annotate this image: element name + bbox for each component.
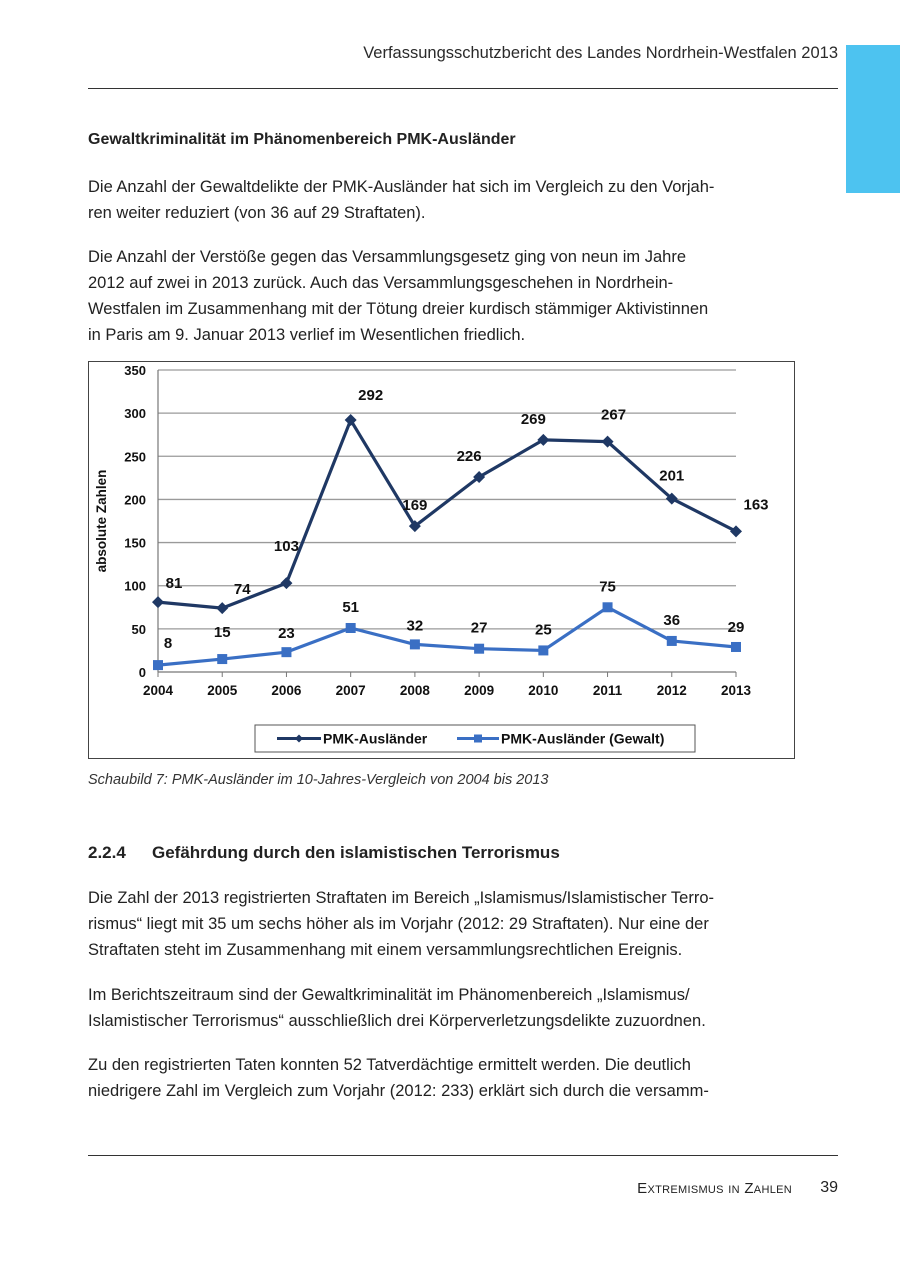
- data-label: 51: [342, 599, 359, 616]
- data-label: 27: [471, 620, 488, 637]
- data-label: 163: [743, 496, 768, 513]
- footer-rule: [88, 1155, 838, 1156]
- data-label: 32: [407, 617, 424, 634]
- text-line: Die Zahl der 2013 registrierten Straftat…: [88, 889, 714, 907]
- section-a-paragraph-2: Die Anzahl der Verstöße gegen das Versam…: [88, 244, 800, 348]
- data-label: 269: [521, 411, 546, 428]
- data-point-diamond: [537, 433, 550, 446]
- data-point-diamond: [601, 435, 614, 448]
- data-label: 169: [402, 497, 427, 514]
- data-point-square: [538, 645, 549, 656]
- section-a: Gewaltkriminalität im Phänomenbereich PM…: [88, 131, 800, 149]
- section-title: Gefährdung durch den islamistischen Terr…: [152, 843, 560, 862]
- x-tick-label: 2005: [207, 683, 238, 698]
- data-point-diamond: [280, 577, 293, 590]
- chart-frame: 0 50 100 150 200 250 300 350 2004 2005 2006 2007 200…: [88, 361, 795, 759]
- page-number: 39: [820, 1179, 838, 1196]
- chapter-tab-marker: [846, 45, 900, 193]
- x-tick-label: 2013: [721, 683, 752, 698]
- x-tick-label: 2006: [271, 683, 302, 698]
- data-label: 226: [457, 448, 482, 465]
- legend-label: PMK-Ausländer (Gewalt): [501, 731, 664, 747]
- data-point-diamond: [730, 525, 742, 538]
- running-header: Verfassungsschutzbericht des Landes Nord…: [363, 44, 838, 62]
- data-point-square: [602, 602, 613, 613]
- y-tick-label: 100: [124, 579, 146, 594]
- data-label: 36: [663, 612, 680, 629]
- legend-swatch-marker: [295, 734, 303, 743]
- x-tick-label: 2011: [593, 683, 623, 698]
- text-line: Die Anzahl der Gewaltdelikte der PMK-Aus…: [88, 178, 715, 196]
- text-line: Islamistischer Terrorismus“ ausschließli…: [88, 1012, 706, 1030]
- section-a-heading: Gewaltkriminalität im Phänomenbereich PM…: [88, 131, 516, 148]
- series-line: [157, 605, 737, 667]
- section-b-heading: 2.2.4 Gefährdung durch den islamistischen…: [88, 843, 560, 863]
- x-tick-label: 2010: [528, 683, 558, 698]
- y-tick-label: 0: [139, 665, 146, 680]
- text-line: Westfalen im Zusammenhang mit der Tötung…: [88, 300, 709, 318]
- data-point-diamond: [665, 492, 678, 505]
- data-point-square: [345, 622, 356, 633]
- legend-label: PMK-Ausländer: [323, 731, 428, 747]
- y-tick-label: 250: [124, 449, 146, 464]
- data-point-square: [666, 635, 677, 646]
- x-tick-label: 2004: [143, 683, 174, 698]
- y-tick-label: 350: [124, 363, 146, 378]
- text-line: Im Berichtszeitraum sind der Gewaltkrimi…: [88, 986, 690, 1004]
- y-tick-label: 50: [132, 622, 146, 637]
- data-point-diamond: [216, 602, 229, 615]
- text-line: in Paris am 9. Januar 2013 verlief im We…: [88, 326, 526, 344]
- section-a-paragraph-1: Die Anzahl der Gewaltdelikte der PMK-Aus…: [88, 174, 800, 226]
- x-tick-label: 2009: [464, 683, 494, 698]
- data-label: 74: [234, 581, 251, 598]
- y-tick-label: 150: [124, 536, 146, 551]
- y-axis-label: absolute Zahlen: [94, 470, 109, 573]
- text-line: 2012 auf zwei in 2013 zurück. Auch das V…: [88, 274, 674, 292]
- data-point-square: [153, 660, 163, 671]
- data-label: 292: [358, 387, 383, 404]
- data-label: 75: [599, 578, 616, 595]
- data-point-square: [409, 639, 420, 650]
- section-number: 2.2.4: [88, 843, 126, 862]
- data-point-diamond: [408, 520, 421, 533]
- data-label: 29: [728, 619, 745, 636]
- x-tick-label: 2008: [400, 683, 431, 698]
- y-tick-label: 200: [124, 492, 146, 507]
- data-point-diamond: [473, 470, 486, 483]
- data-point-diamond: [152, 596, 164, 609]
- x-tick-label: 2012: [657, 683, 687, 698]
- text-line: Zu den registrierten Taten konnten 52 Ta…: [88, 1056, 691, 1074]
- footer-chapter-title: Extremismus in Zahlen: [637, 1180, 792, 1197]
- data-point-square: [731, 641, 741, 652]
- figure-caption: Schaubild 7: PMK-Ausländer im 10-Jahres-…: [88, 772, 549, 788]
- section-b-paragraph-1: Die Zahl der 2013 registrierten Straftat…: [88, 885, 800, 963]
- data-label: 8: [164, 635, 172, 652]
- text-line: rismus“ liegt mit 35 um sechs höher als …: [88, 915, 709, 933]
- line-chart: 0 50 100 150 200 250 300 350 2004 2005 2006 2007 200…: [94, 363, 769, 753]
- data-label: 267: [601, 407, 626, 424]
- text-line: Die Anzahl der Verstöße gegen das Versam…: [88, 248, 687, 266]
- legend-swatch-marker: [474, 734, 482, 743]
- data-point-diamond: [344, 414, 357, 427]
- data-label: 81: [166, 575, 183, 592]
- section-b-paragraph-2: Im Berichtszeitraum sind der Gewaltkrimi…: [88, 982, 800, 1034]
- data-label: 201: [659, 468, 684, 485]
- data-point-square: [281, 647, 292, 658]
- text-line: Straftaten steht im Zusammenhang mit ein…: [88, 941, 683, 959]
- header-rule: [88, 88, 838, 89]
- series-line: [157, 418, 737, 610]
- text-line: ren weiter reduziert (von 36 auf 29 Stra…: [88, 204, 426, 222]
- text-line: niedrigere Zahl im Vergleich zum Vorjahr…: [88, 1082, 709, 1100]
- data-label: 15: [214, 624, 231, 641]
- section-b-paragraph-3: Zu den registrierten Taten konnten 52 Ta…: [88, 1052, 800, 1104]
- data-label: 25: [535, 621, 552, 638]
- y-tick-label: 300: [124, 406, 146, 421]
- data-point-square: [217, 654, 228, 665]
- data-point-square: [474, 643, 485, 654]
- data-label: 103: [274, 538, 299, 555]
- data-label: 23: [278, 625, 295, 642]
- x-tick-label: 2007: [336, 683, 366, 698]
